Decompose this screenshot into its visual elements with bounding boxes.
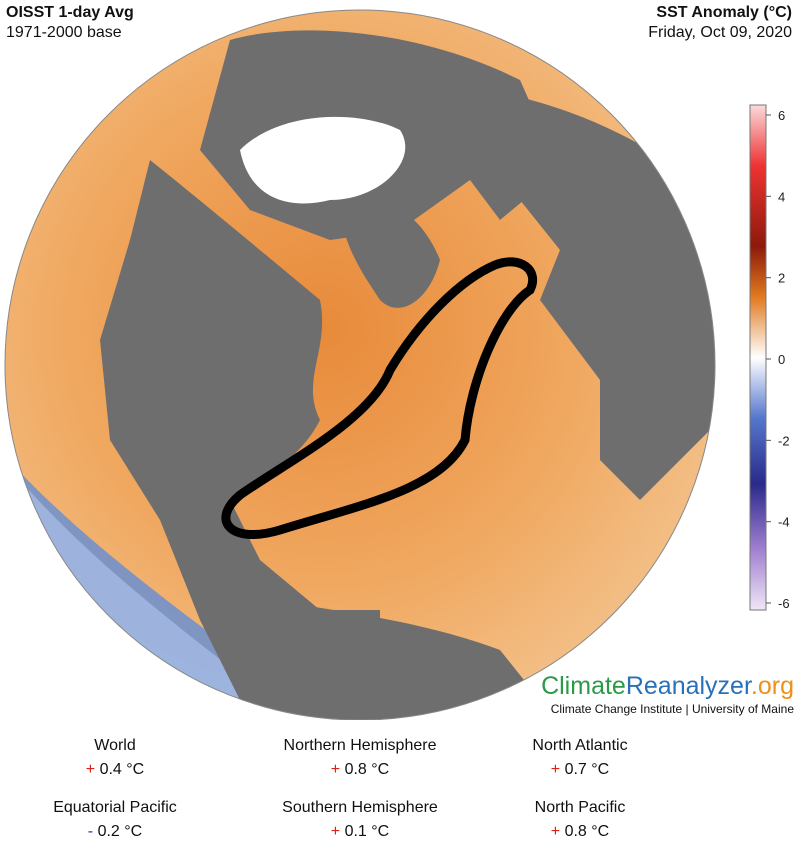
credit: Climate Change Institute | University of… [550, 702, 794, 716]
tick-label: -6 [778, 596, 790, 611]
tick-label: 2 [778, 271, 785, 286]
region: Southern Hemisphere [282, 799, 438, 816]
tick-label: -2 [778, 433, 790, 448]
title: OISST 1-day Avg [6, 4, 134, 21]
stat: Southern Hemisphere + 0.1 °C [240, 799, 480, 841]
sign: + [550, 761, 561, 778]
stat: World + 0.4 °C [0, 737, 235, 779]
subtitle: 1971-2000 base [6, 24, 122, 41]
sign: - [87, 823, 94, 840]
logo-part: .org [750, 672, 794, 700]
stat: Northern Hemisphere + 0.8 °C [240, 737, 480, 779]
value: 0.4 °C [99, 761, 145, 778]
value: 0.8 °C [344, 761, 390, 778]
tick-label: 4 [778, 189, 785, 204]
map: 6 4 2 0 -2 -4 -6 [4, 9, 790, 720]
globe [5, 10, 715, 720]
region: North Pacific [534, 799, 626, 816]
logo-part: Reanalyzer [625, 672, 751, 700]
sign: + [85, 761, 96, 778]
logo-part: Climate [541, 672, 626, 700]
stat: North Atlantic + 0.7 °C [460, 737, 700, 779]
tick-label: 6 [778, 108, 785, 123]
sign: + [330, 761, 341, 778]
region: World [94, 737, 136, 754]
date: Friday, Oct 09, 2020 [648, 24, 792, 41]
region: North Atlantic [532, 737, 628, 754]
value: 0.7 °C [564, 761, 610, 778]
tick-label: -4 [778, 515, 790, 530]
sign: + [550, 823, 561, 840]
stat: Equatorial Pacific - 0.2 °C [0, 799, 235, 841]
sign: + [330, 823, 341, 840]
region: Equatorial Pacific [53, 799, 177, 816]
value: 0.1 °C [344, 823, 390, 840]
value: 0.2 °C [97, 823, 143, 840]
right-title: SST Anomaly (°C) [656, 4, 792, 21]
region: Northern Hemisphere [283, 737, 437, 754]
colorbar [749, 104, 767, 611]
tick-label: 0 [778, 352, 785, 367]
value: 0.8 °C [564, 823, 610, 840]
stat: North Pacific + 0.8 °C [460, 799, 700, 841]
logo: ClimateReanalyzer.org [541, 672, 794, 701]
